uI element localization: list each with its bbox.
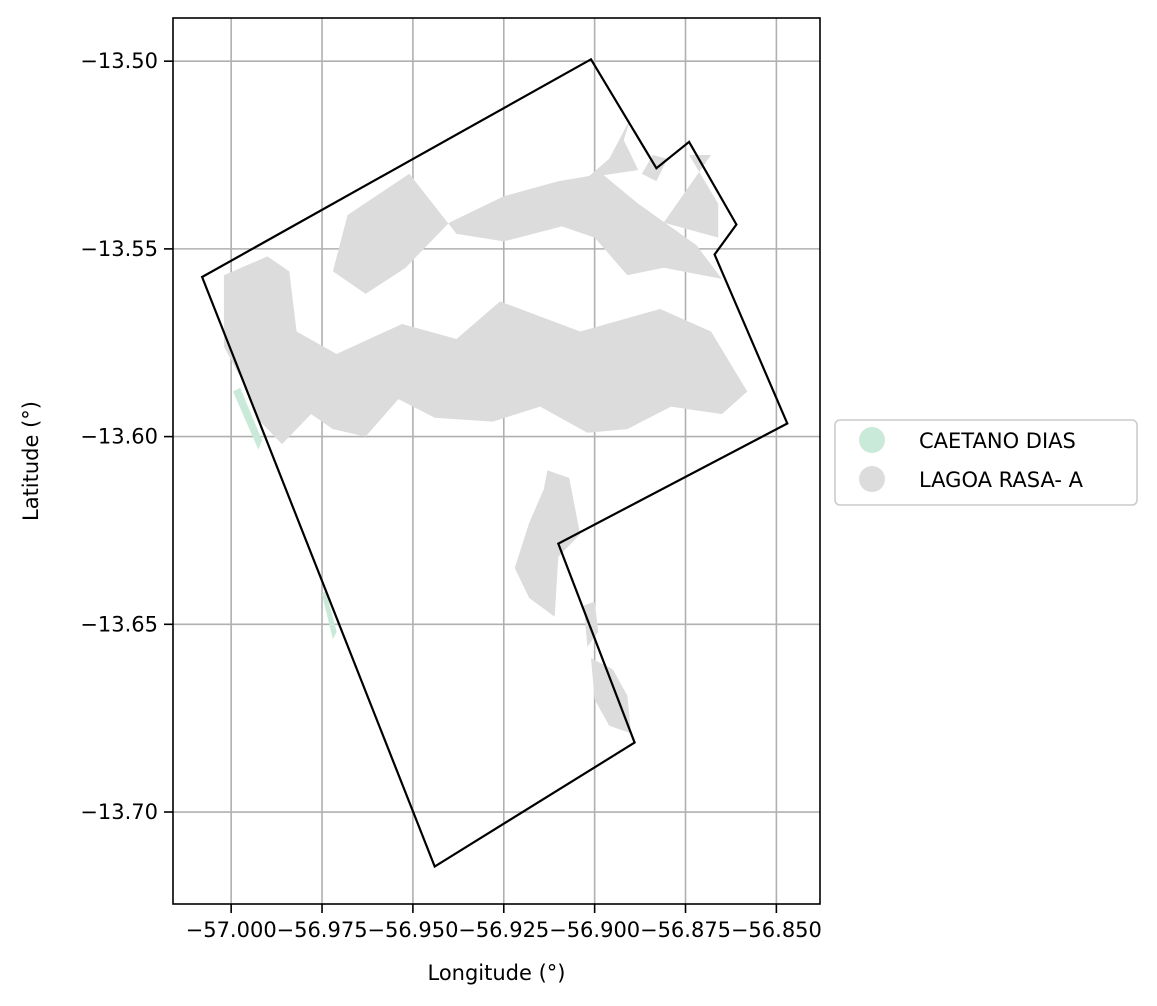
legend-label-lagoa-rasa-a: LAGOA RASA- A <box>919 468 1084 492</box>
region-fills <box>224 118 747 734</box>
region-lagoa-rasa-a <box>515 470 580 616</box>
y-tick-label: −13.50 <box>80 49 158 73</box>
y-tick-label: −13.70 <box>80 800 158 824</box>
x-tick-label: −56.925 <box>458 918 549 942</box>
legend: CAETANO DIAS LAGOA RASA- A <box>835 420 1137 505</box>
y-axis-title: Latitude (°) <box>19 401 43 521</box>
region-lagoa-rasa-a <box>642 155 667 181</box>
x-tick-label: −57.000 <box>186 918 277 942</box>
x-axis-title: Longitude (°) <box>427 961 565 985</box>
legend-marker-lagoa-rasa-a <box>859 466 885 492</box>
gridlines <box>173 18 820 904</box>
y-tick-label: −13.55 <box>80 237 158 261</box>
region-lagoa-rasa-a <box>664 155 719 238</box>
x-tick-label: −56.975 <box>276 918 367 942</box>
region-lagoa-rasa-a <box>224 256 747 444</box>
x-axis-ticks: −57.000 −56.975 −56.950 −56.925 −56.900 −56.8… <box>186 904 822 942</box>
x-tick-label: −56.875 <box>640 918 731 942</box>
region-lagoa-rasa-a <box>333 174 722 294</box>
legend-marker-caetano-dias <box>859 427 885 453</box>
y-tick-label: −13.65 <box>80 612 158 636</box>
x-tick-label: −56.950 <box>367 918 458 942</box>
x-tick-label: −56.900 <box>549 918 640 942</box>
plot-frame <box>173 18 820 904</box>
legend-label-caetano-dias: CAETANO DIAS <box>919 429 1076 453</box>
y-axis-ticks: −13.50 −13.55 −13.60 −13.65 −13.70 <box>80 49 173 824</box>
region-lagoa-rasa-a <box>591 658 631 733</box>
x-tick-label: −56.850 <box>731 918 822 942</box>
y-tick-label: −13.60 <box>80 425 158 449</box>
